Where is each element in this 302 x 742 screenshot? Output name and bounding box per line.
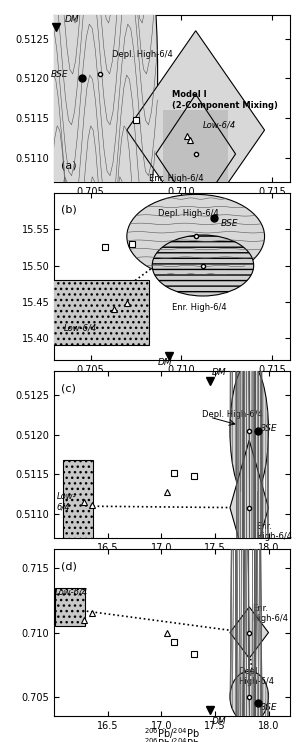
Text: Depl. High-6/4: Depl. High-6/4 xyxy=(112,50,173,59)
Circle shape xyxy=(42,0,158,329)
Ellipse shape xyxy=(152,235,254,296)
Text: DM: DM xyxy=(158,358,172,367)
Text: Enr. High-6/4: Enr. High-6/4 xyxy=(172,303,227,312)
Polygon shape xyxy=(230,440,268,575)
Text: Enr.
High-6/4: Enr. High-6/4 xyxy=(252,603,288,623)
Text: DM: DM xyxy=(212,718,226,726)
Text: Depl. High-6/4: Depl. High-6/4 xyxy=(158,209,218,218)
Text: Depl. High-6/4: Depl. High-6/4 xyxy=(202,410,263,418)
Text: Low-
6/4: Low- 6/4 xyxy=(56,492,76,511)
Ellipse shape xyxy=(230,363,268,498)
Text: Low-6/4: Low-6/4 xyxy=(203,120,236,129)
Ellipse shape xyxy=(230,671,268,723)
Text: $^{206}$Pb/$^{204}$Pb: $^{206}$Pb/$^{204}$Pb xyxy=(144,726,200,741)
Text: (c): (c) xyxy=(61,383,76,393)
X-axis label: $^{206}$Pb/$^{204}$Pb: $^{206}$Pb/$^{204}$Pb xyxy=(144,737,200,742)
Text: (b): (b) xyxy=(61,205,77,215)
Polygon shape xyxy=(127,30,265,229)
Bar xyxy=(163,111,228,197)
Y-axis label: $^{207}$Pb/$^{204}$Pb: $^{207}$Pb/$^{204}$Pb xyxy=(0,249,2,304)
Bar xyxy=(56,588,85,626)
Text: BSE: BSE xyxy=(51,70,69,79)
Y-axis label: $^{87}$Sr/$^{86}$Sr: $^{87}$Sr/$^{86}$Sr xyxy=(0,611,2,654)
Bar xyxy=(63,460,93,556)
Polygon shape xyxy=(230,607,268,658)
Text: Enr. High-6/4: Enr. High-6/4 xyxy=(149,174,203,183)
Text: Depl.
High-6/4: Depl. High-6/4 xyxy=(239,667,275,686)
Ellipse shape xyxy=(127,194,265,278)
Text: (a): (a) xyxy=(61,160,77,171)
Y-axis label: $^{143}$Nd/$^{144}$Nd: $^{143}$Nd/$^{144}$Nd xyxy=(0,69,2,128)
X-axis label: $^{87}$Sr/$^{86}$Sr: $^{87}$Sr/$^{86}$Sr xyxy=(150,203,194,217)
Text: (d): (d) xyxy=(61,561,77,571)
Text: Low-6/4: Low-6/4 xyxy=(54,588,88,597)
Text: BSE: BSE xyxy=(221,219,239,228)
Y-axis label: $^{143}$Nd/$^{144}$Nd: $^{143}$Nd/$^{144}$Nd xyxy=(0,425,2,484)
Text: Low-6/4: Low-6/4 xyxy=(63,324,97,332)
Bar xyxy=(33,280,149,345)
Text: BSE: BSE xyxy=(260,703,278,712)
Text: DM: DM xyxy=(65,16,80,24)
Text: Model I
(2-Component Mixing): Model I (2-Component Mixing) xyxy=(172,91,278,110)
Text: BSE: BSE xyxy=(260,424,278,433)
Text: Enr.
High-6/4: Enr. High-6/4 xyxy=(256,522,292,542)
Text: DM: DM xyxy=(212,368,226,378)
